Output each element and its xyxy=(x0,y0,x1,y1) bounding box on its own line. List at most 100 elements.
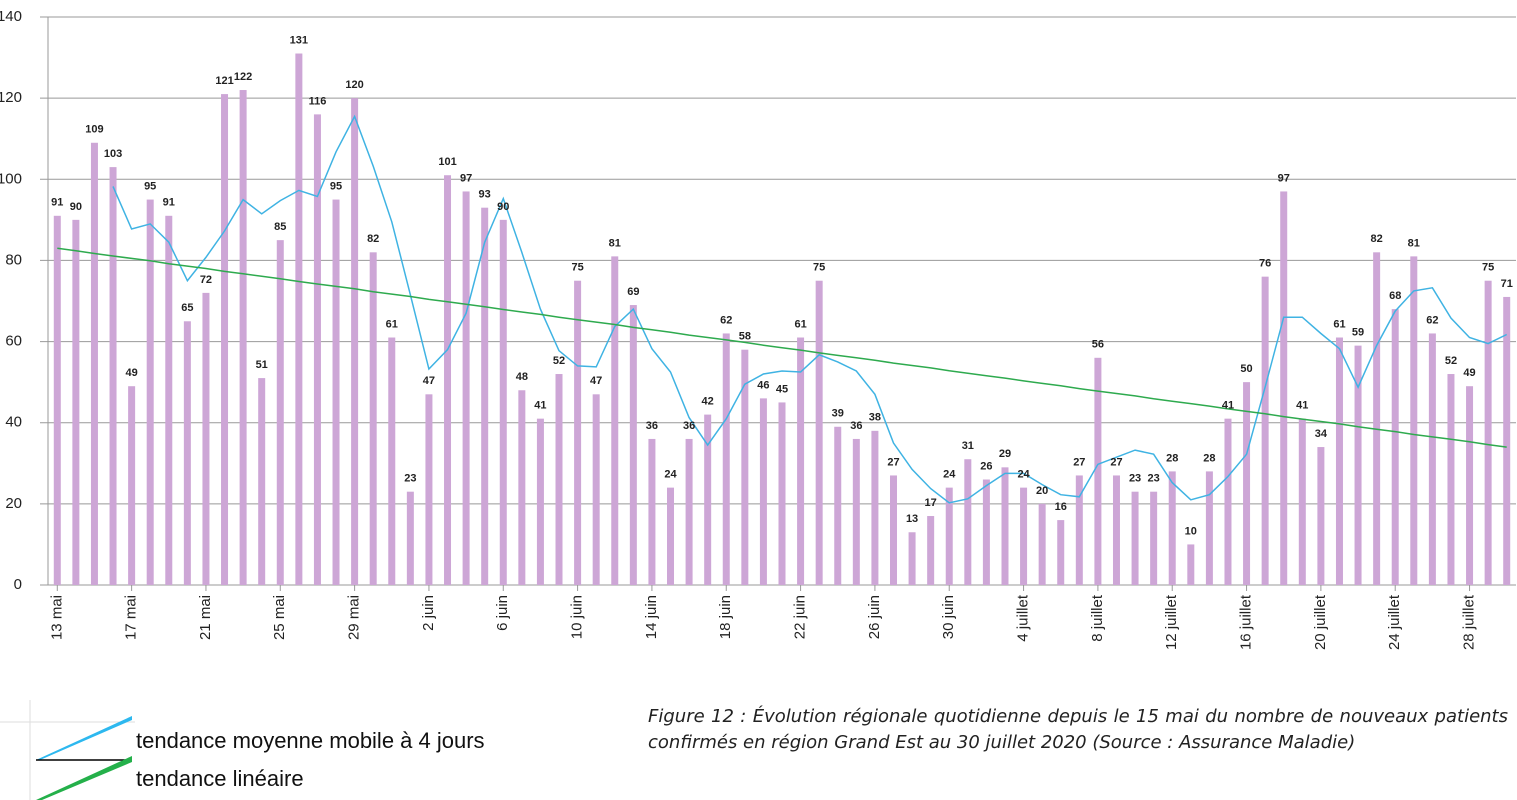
bar xyxy=(1168,471,1176,585)
bar xyxy=(258,378,266,585)
bar xyxy=(499,219,507,585)
line-series xyxy=(112,114,1508,504)
bar xyxy=(797,337,805,585)
data-label: 20 xyxy=(1036,485,1048,497)
y-tick-label: 80 xyxy=(5,251,22,268)
data-label: 91 xyxy=(51,197,63,209)
data-label: 85 xyxy=(274,221,286,233)
x-tick-label: 22 juin xyxy=(792,595,809,639)
data-label: 24 xyxy=(943,469,956,481)
bar xyxy=(927,516,935,585)
data-label: 65 xyxy=(181,302,193,314)
bar xyxy=(128,386,136,585)
data-label: 49 xyxy=(125,367,137,379)
data-label: 93 xyxy=(479,189,491,201)
bar xyxy=(964,459,972,585)
bar xyxy=(648,438,656,585)
data-label: 16 xyxy=(1055,501,1067,513)
data-label: 121 xyxy=(215,75,233,87)
legend-label: tendance linéaire xyxy=(136,766,304,791)
bar xyxy=(90,142,98,585)
data-label: 81 xyxy=(609,237,621,249)
x-tick-label: 2 juin xyxy=(420,595,437,631)
bar xyxy=(574,280,582,585)
data-label: 48 xyxy=(516,371,528,383)
data-label: 27 xyxy=(1110,456,1122,468)
bar xyxy=(1243,382,1251,585)
bar xyxy=(1428,333,1436,585)
bar xyxy=(889,475,897,585)
bar xyxy=(555,374,563,585)
bar xyxy=(1057,520,1065,585)
data-label: 62 xyxy=(720,314,732,326)
data-label: 13 xyxy=(906,513,918,525)
data-label: 131 xyxy=(290,34,308,46)
bar xyxy=(276,240,284,585)
bar xyxy=(406,491,414,585)
data-label: 41 xyxy=(1222,400,1234,412)
data-label: 91 xyxy=(163,197,175,209)
data-label: 17 xyxy=(925,497,937,509)
data-label: 28 xyxy=(1203,452,1215,464)
bar xyxy=(592,394,600,585)
bar xyxy=(871,430,879,585)
x-tick-label: 20 juillet xyxy=(1312,594,1329,650)
legend-swatch-linear xyxy=(36,756,132,800)
bar xyxy=(1150,491,1158,585)
data-label: 36 xyxy=(683,420,695,432)
caption: Figure 12 : Évolution régionale quotidie… xyxy=(648,706,1508,753)
x-tick-label: 28 juillet xyxy=(1461,594,1478,650)
data-label: 56 xyxy=(1092,339,1104,351)
x-tick-label: 24 juillet xyxy=(1386,594,1403,650)
data-label: 81 xyxy=(1408,237,1420,249)
data-label: 51 xyxy=(256,359,268,371)
bar xyxy=(1020,487,1028,585)
y-tick-label: 60 xyxy=(5,333,22,350)
x-tick-label: 26 juin xyxy=(866,595,883,639)
bar xyxy=(778,402,786,585)
bar xyxy=(1075,475,1083,585)
bar xyxy=(667,487,675,585)
bar xyxy=(481,207,489,585)
line-series xyxy=(57,247,1507,448)
bar xyxy=(1298,418,1306,585)
data-label: 38 xyxy=(869,412,881,424)
data-label: 36 xyxy=(646,420,658,432)
data-label: 75 xyxy=(571,262,583,274)
bar xyxy=(759,398,767,585)
data-label: 46 xyxy=(757,379,769,391)
x-tick-label: 12 juillet xyxy=(1163,594,1180,650)
x-tick-label: 21 mai xyxy=(197,595,214,640)
data-label: 24 xyxy=(1017,469,1030,481)
bar xyxy=(1447,374,1455,585)
data-label: 23 xyxy=(404,473,416,485)
data-label: 75 xyxy=(813,262,825,274)
x-tick-label: 13 mai xyxy=(48,595,65,640)
bar xyxy=(1205,471,1213,585)
bar xyxy=(1373,252,1381,586)
y-tick-label: 100 xyxy=(0,170,22,187)
data-label: 47 xyxy=(590,375,602,387)
bar xyxy=(53,215,61,586)
bar xyxy=(536,418,544,585)
bar xyxy=(1261,276,1269,585)
data-label: 103 xyxy=(104,148,122,160)
data-label: 120 xyxy=(345,79,363,91)
data-label: 10 xyxy=(1185,525,1197,537)
y-tick-label: 0 xyxy=(14,576,22,593)
bar xyxy=(982,479,990,585)
x-tick-label: 29 mai xyxy=(346,595,363,640)
x-tick-label: 10 juin xyxy=(569,595,586,639)
bar xyxy=(704,414,712,585)
bar xyxy=(722,333,730,585)
data-label: 24 xyxy=(664,469,677,481)
bar xyxy=(852,438,860,585)
data-label: 97 xyxy=(1278,172,1290,184)
data-label: 69 xyxy=(627,286,639,298)
bar xyxy=(1187,544,1195,585)
data-label: 62 xyxy=(1426,314,1438,326)
bar xyxy=(1354,345,1362,585)
bar xyxy=(741,349,749,585)
bar xyxy=(109,167,117,585)
